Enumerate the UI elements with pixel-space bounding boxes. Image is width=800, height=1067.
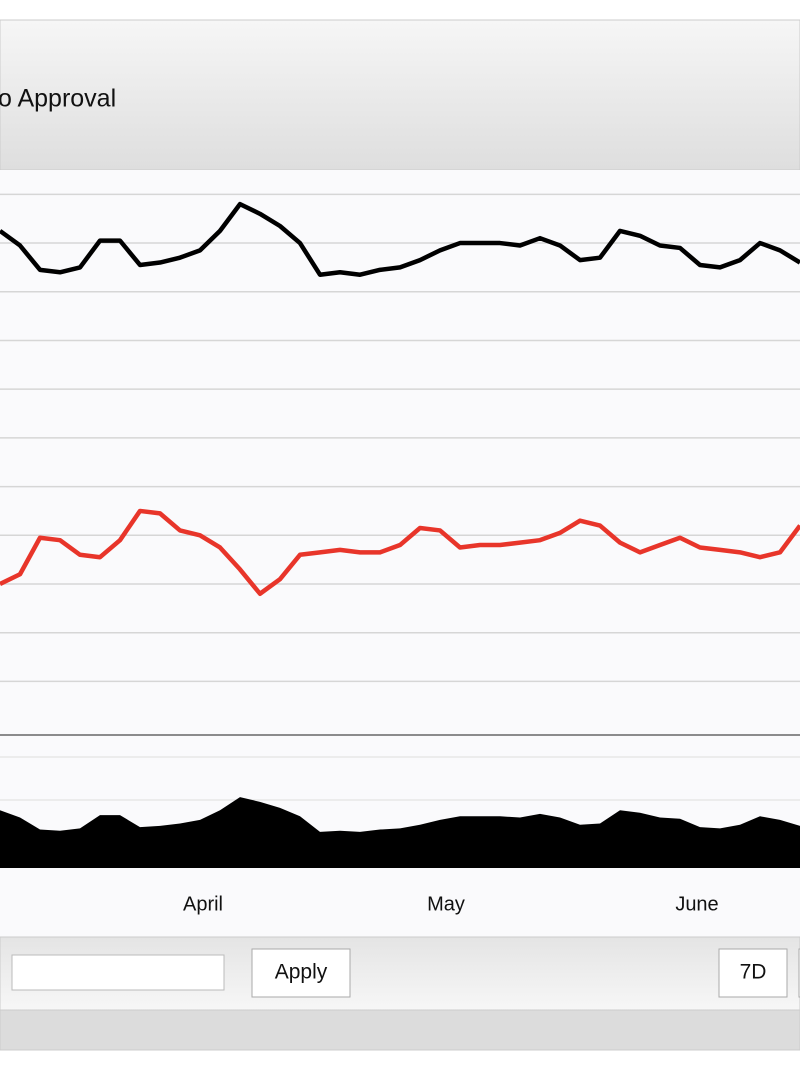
apply-button[interactable] [251, 948, 351, 998]
series-line [0, 201, 800, 277]
chart-area [0, 170, 800, 937]
title: o Approval [0, 85, 116, 113]
range-label: 7D [740, 961, 767, 984]
series-line [0, 508, 800, 596]
navigator-area [0, 797, 800, 868]
footer-bar [0, 1009, 800, 1051]
x-tick-label: May [427, 893, 465, 915]
date-input[interactable] [11, 954, 225, 991]
header-bar [0, 19, 800, 171]
x-tick-label: June [675, 893, 718, 915]
x-tick-label: April [183, 893, 223, 915]
range-button[interactable] [718, 948, 788, 998]
apply-label: Apply [275, 961, 328, 984]
